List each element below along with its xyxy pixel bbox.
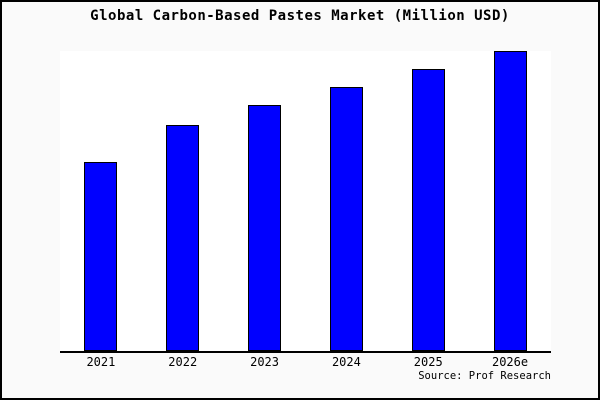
- bar-2021: [84, 162, 118, 351]
- x-tick-label-2023: 2023: [250, 355, 280, 369]
- bar-2022: [166, 125, 200, 351]
- bar-2024: [329, 87, 363, 351]
- bar-slot-2024: [305, 51, 387, 351]
- bar-slot-2022: [142, 51, 224, 351]
- bars-row: [60, 51, 551, 351]
- chart-title: Global Carbon-Based Pastes Market (Milli…: [90, 8, 510, 24]
- source-note: Source: Prof Research: [418, 370, 551, 382]
- bar-slot-2023: [224, 51, 306, 351]
- bar-slot-2025: [387, 51, 469, 351]
- plot-area: [60, 51, 551, 353]
- bar-2023: [248, 105, 282, 351]
- x-axis-labels: 2021 2022 2023 2024 2025 2026e: [60, 355, 551, 369]
- bar-2026e: [493, 51, 527, 351]
- x-tick-label-2022: 2022: [168, 355, 198, 369]
- x-tick-label-2024: 2024: [331, 355, 361, 369]
- x-tick-label-2026e: 2026e: [491, 355, 529, 369]
- bar-2025: [411, 69, 445, 351]
- x-tick-label-2021: 2021: [86, 355, 116, 369]
- bar-slot-2021: [60, 51, 142, 351]
- x-tick-label-2025: 2025: [413, 355, 443, 369]
- bar-slot-2026e: [469, 51, 551, 351]
